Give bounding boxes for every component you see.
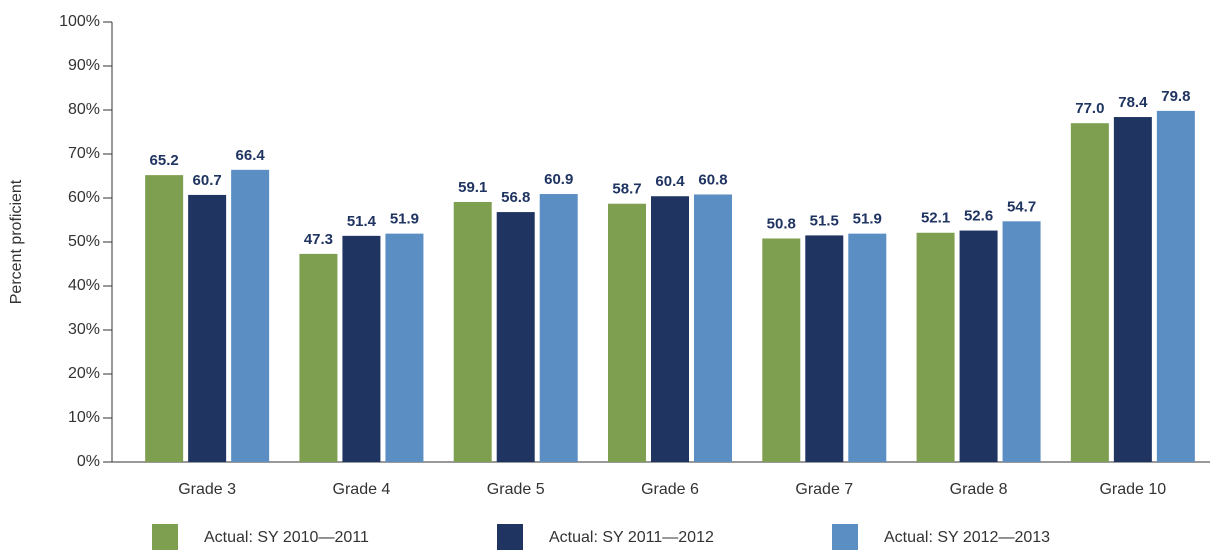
bar: [1002, 221, 1041, 462]
bar: [188, 194, 227, 463]
value-label: 77.0: [1075, 100, 1104, 117]
bar: [385, 233, 424, 462]
bar: [1113, 117, 1152, 462]
value-label: 60.9: [544, 171, 573, 188]
y-tick-label: 0%: [77, 453, 100, 470]
x-tick-label: Grade 8: [950, 481, 1008, 498]
y-tick-label: 20%: [68, 365, 100, 382]
bar: [762, 238, 801, 462]
value-label: 60.8: [698, 171, 727, 188]
bar: [145, 175, 184, 462]
bar: [651, 196, 689, 463]
y-tick-label: 80%: [68, 101, 100, 118]
x-tick-label: Grade 3: [178, 481, 236, 498]
value-label: 51.5: [810, 212, 839, 229]
y-tick-label: 50%: [68, 233, 100, 250]
value-label: 51.9: [853, 211, 882, 228]
value-label: 58.7: [612, 181, 641, 198]
x-tick-label: Grade 10: [1099, 481, 1166, 498]
y-tick-label: 70%: [68, 145, 100, 162]
legend-label: Actual: SY 2010—2011: [204, 529, 369, 546]
legend-label: Actual: SY 2012—2013: [884, 529, 1050, 546]
y-tick-label: 40%: [68, 277, 100, 294]
y-tick-label: 60%: [68, 189, 100, 206]
bar: [231, 169, 270, 462]
value-label: 60.4: [655, 173, 685, 190]
value-label: 50.8: [767, 215, 796, 232]
bar: [848, 233, 887, 462]
value-label: 51.9: [390, 211, 419, 228]
value-label: 52.6: [964, 208, 993, 225]
bar: [959, 230, 998, 462]
x-tick-label: Grade 4: [333, 481, 391, 498]
value-label: 78.4: [1118, 94, 1148, 111]
bar: [608, 203, 646, 462]
value-label: 60.7: [193, 172, 222, 189]
bar: [805, 235, 844, 462]
x-tick-label: Grade 5: [487, 481, 545, 498]
bar: [496, 212, 535, 462]
bar: [694, 194, 732, 463]
bar: [1156, 110, 1195, 462]
value-label: 56.8: [501, 189, 530, 206]
legend-label: Actual: SY 2011—2012: [549, 529, 714, 546]
value-label: 65.2: [150, 152, 179, 169]
legend-swatch: [832, 524, 858, 550]
value-label: 51.4: [347, 213, 377, 230]
value-label: 54.7: [1007, 198, 1036, 215]
legend-swatch: [152, 524, 178, 550]
bar: [342, 235, 381, 462]
bar: [916, 232, 955, 462]
legend-swatch: [497, 524, 523, 550]
bar: [453, 201, 492, 462]
bar: [539, 194, 578, 463]
value-label: 47.3: [304, 231, 333, 248]
bar: [299, 253, 338, 462]
bar: [1070, 123, 1109, 462]
y-tick-label: 30%: [68, 321, 100, 338]
value-label: 59.1: [458, 179, 487, 196]
value-label: 66.4: [236, 147, 266, 164]
x-tick-label: Grade 7: [795, 481, 853, 498]
y-tick-label: 100%: [59, 13, 100, 30]
x-tick-label: Grade 6: [641, 481, 699, 498]
y-tick-label: 90%: [68, 57, 100, 74]
y-axis-label: Percent proficient: [8, 179, 25, 304]
y-tick-label: 10%: [68, 409, 100, 426]
value-label: 79.8: [1161, 88, 1190, 105]
value-label: 52.1: [921, 210, 950, 227]
